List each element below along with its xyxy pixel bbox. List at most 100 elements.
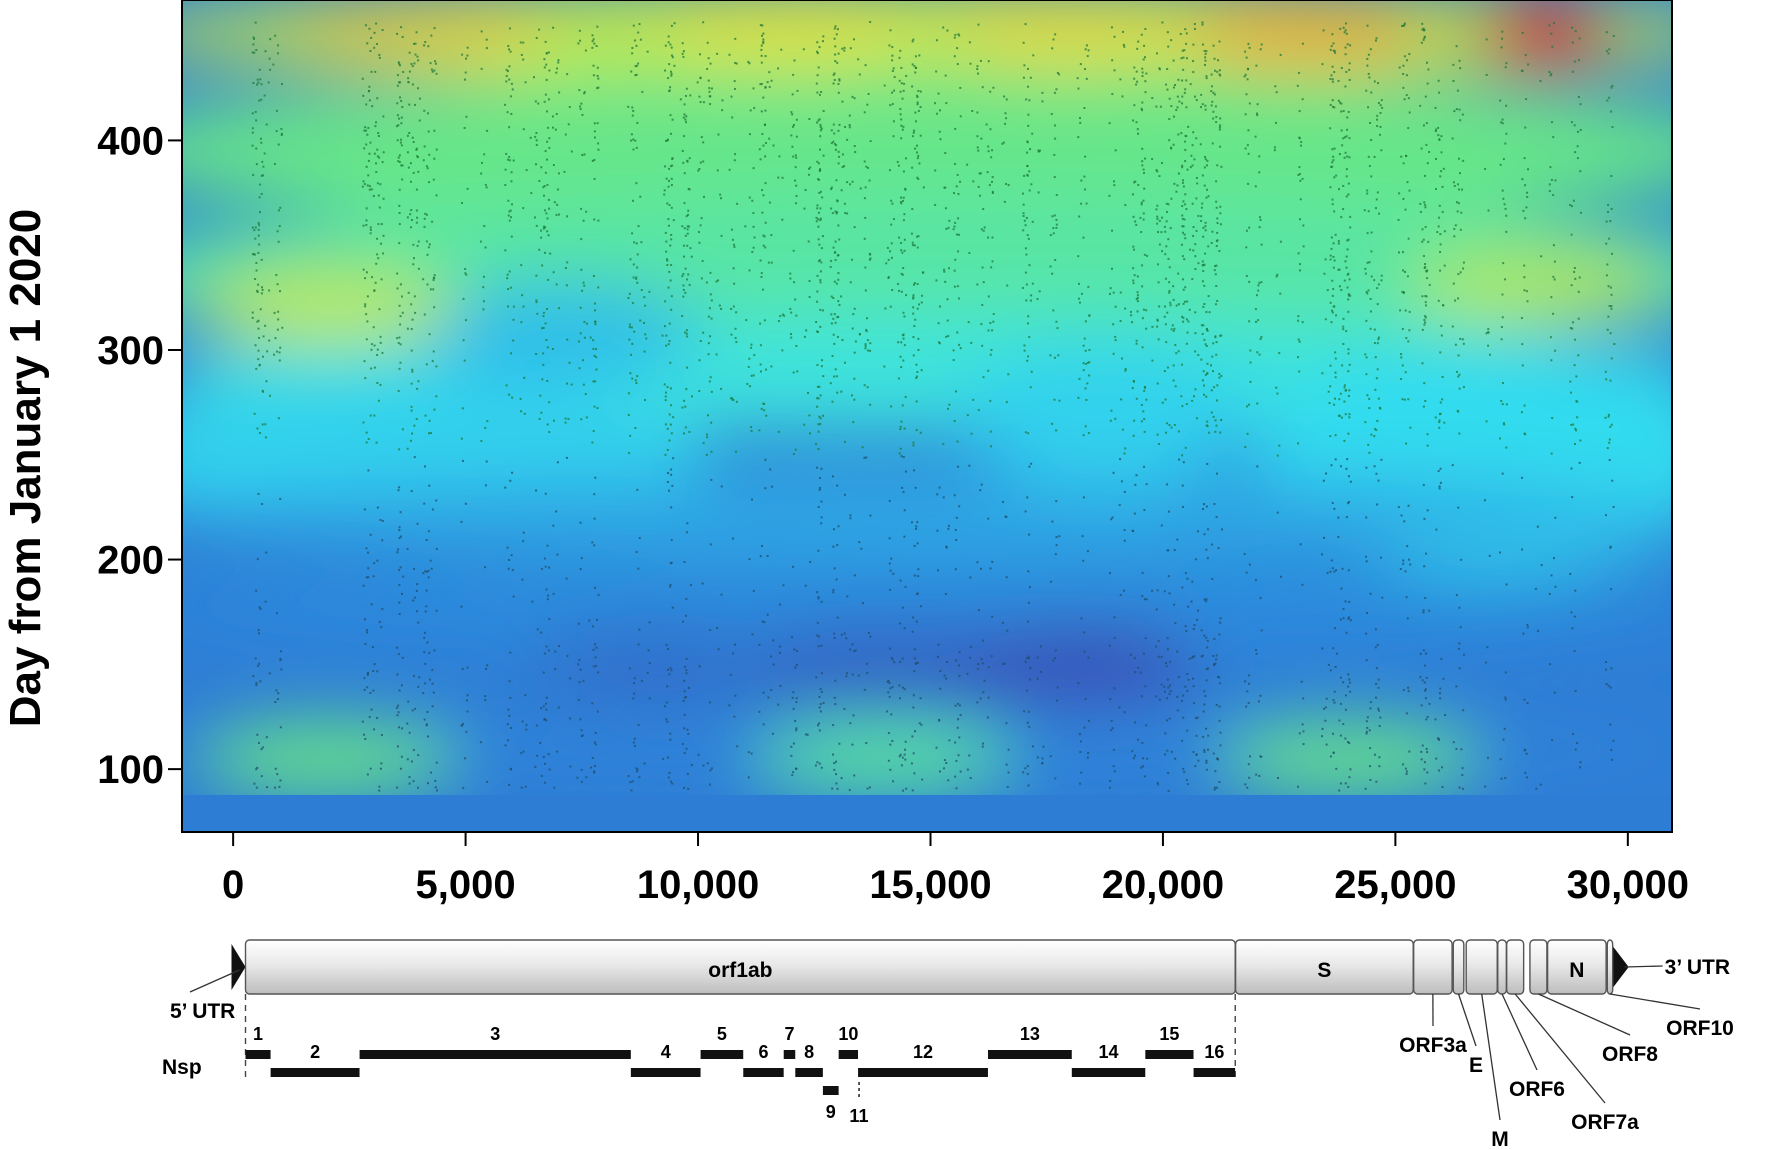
mutation-point — [466, 46, 469, 49]
mutation-point — [397, 124, 400, 127]
mutation-point — [820, 261, 823, 264]
mutation-point — [1168, 289, 1171, 292]
mutation-point — [851, 180, 854, 183]
mutation-point — [820, 644, 823, 647]
mutation-point — [913, 657, 916, 660]
mutation-point — [1256, 465, 1259, 468]
mutation-point — [954, 775, 957, 778]
mutation-point — [888, 44, 891, 47]
mutation-point — [1190, 154, 1193, 157]
mutation-point — [1376, 419, 1379, 422]
mutation-point — [1156, 781, 1159, 784]
mutation-point — [256, 320, 259, 323]
mutation-point — [1146, 757, 1149, 760]
nsp-number: 12 — [913, 1042, 933, 1062]
mutation-point — [761, 24, 764, 27]
mutation-point — [976, 72, 979, 75]
mutation-point — [635, 551, 638, 554]
mutation-point — [685, 657, 688, 660]
mutation-point — [1155, 52, 1158, 55]
mutation-point — [779, 315, 782, 318]
mutation-point — [1577, 59, 1580, 62]
mutation-point — [1205, 727, 1208, 730]
mutation-point — [1207, 295, 1210, 298]
mutation-point — [1342, 110, 1345, 113]
mutation-point — [1220, 374, 1223, 377]
mutation-point — [435, 194, 438, 197]
mutation-point — [366, 295, 369, 298]
mutation-point — [534, 765, 537, 768]
mutation-point — [720, 234, 723, 237]
mutation-point — [466, 694, 469, 697]
mutation-point — [838, 238, 841, 241]
mutation-point — [428, 181, 431, 184]
mutation-point — [1132, 282, 1135, 285]
mutation-point — [899, 113, 902, 116]
mutation-point — [1334, 665, 1337, 668]
mutation-point — [1206, 372, 1209, 375]
mutation-point — [1244, 147, 1247, 150]
mutation-point — [275, 109, 278, 112]
mutation-point — [1165, 341, 1168, 344]
mutation-point — [266, 350, 269, 353]
mutation-point — [733, 87, 736, 90]
mutation-point — [665, 240, 668, 243]
mutation-point — [1608, 305, 1611, 308]
mutation-point — [819, 135, 822, 138]
mutation-point — [1577, 354, 1580, 357]
y-tick-label: 100 — [97, 748, 164, 792]
mutation-point — [848, 126, 851, 129]
mutation-point — [259, 680, 262, 683]
mutation-point — [566, 215, 569, 218]
mutation-point — [276, 698, 279, 701]
mutation-point — [483, 225, 486, 228]
mutation-point — [1201, 508, 1204, 511]
mutation-point — [1134, 721, 1137, 724]
mutation-point — [1345, 175, 1348, 178]
mutation-point — [1114, 305, 1117, 308]
mutation-point — [917, 575, 920, 578]
mutation-point — [597, 671, 600, 674]
mutation-point — [1135, 83, 1138, 86]
mutation-point — [1405, 770, 1408, 773]
mutation-point — [795, 767, 798, 770]
mutation-point — [818, 722, 821, 725]
mutation-point — [481, 161, 484, 164]
mutation-point — [510, 554, 513, 557]
mutation-point — [507, 45, 510, 48]
mutation-point — [707, 57, 710, 60]
mutation-point — [254, 344, 257, 347]
mutation-point — [1338, 398, 1341, 401]
mutation-point — [533, 216, 536, 219]
mutation-point — [1343, 439, 1346, 442]
mutation-point — [540, 707, 543, 710]
mutation-point — [1132, 245, 1135, 248]
mutation-point — [1123, 539, 1126, 542]
gene-leader-line — [1538, 993, 1631, 1036]
mutation-point — [1302, 224, 1305, 227]
mutation-point — [398, 526, 401, 529]
mutation-point — [592, 380, 595, 383]
mutation-point — [902, 311, 905, 314]
mutation-point — [670, 468, 673, 471]
mutation-point — [1573, 124, 1576, 127]
mutation-point — [546, 183, 549, 186]
mutation-point — [1339, 734, 1342, 737]
mutation-point — [368, 85, 371, 88]
mutation-point — [258, 211, 261, 214]
mutation-point — [666, 685, 669, 688]
mutation-point — [1505, 583, 1508, 586]
mutation-point — [1438, 421, 1441, 424]
mutation-point — [1205, 679, 1208, 682]
mutation-point — [1405, 94, 1408, 97]
mutation-point — [819, 281, 822, 284]
mutation-point — [682, 244, 685, 247]
mutation-point — [1169, 227, 1172, 230]
mutation-point — [424, 610, 427, 613]
mutation-point — [415, 147, 418, 150]
mutation-point — [1428, 702, 1431, 705]
mutation-point — [777, 320, 780, 323]
mutation-point — [758, 710, 761, 713]
mutation-point — [916, 246, 919, 249]
mutation-point — [1175, 352, 1178, 355]
